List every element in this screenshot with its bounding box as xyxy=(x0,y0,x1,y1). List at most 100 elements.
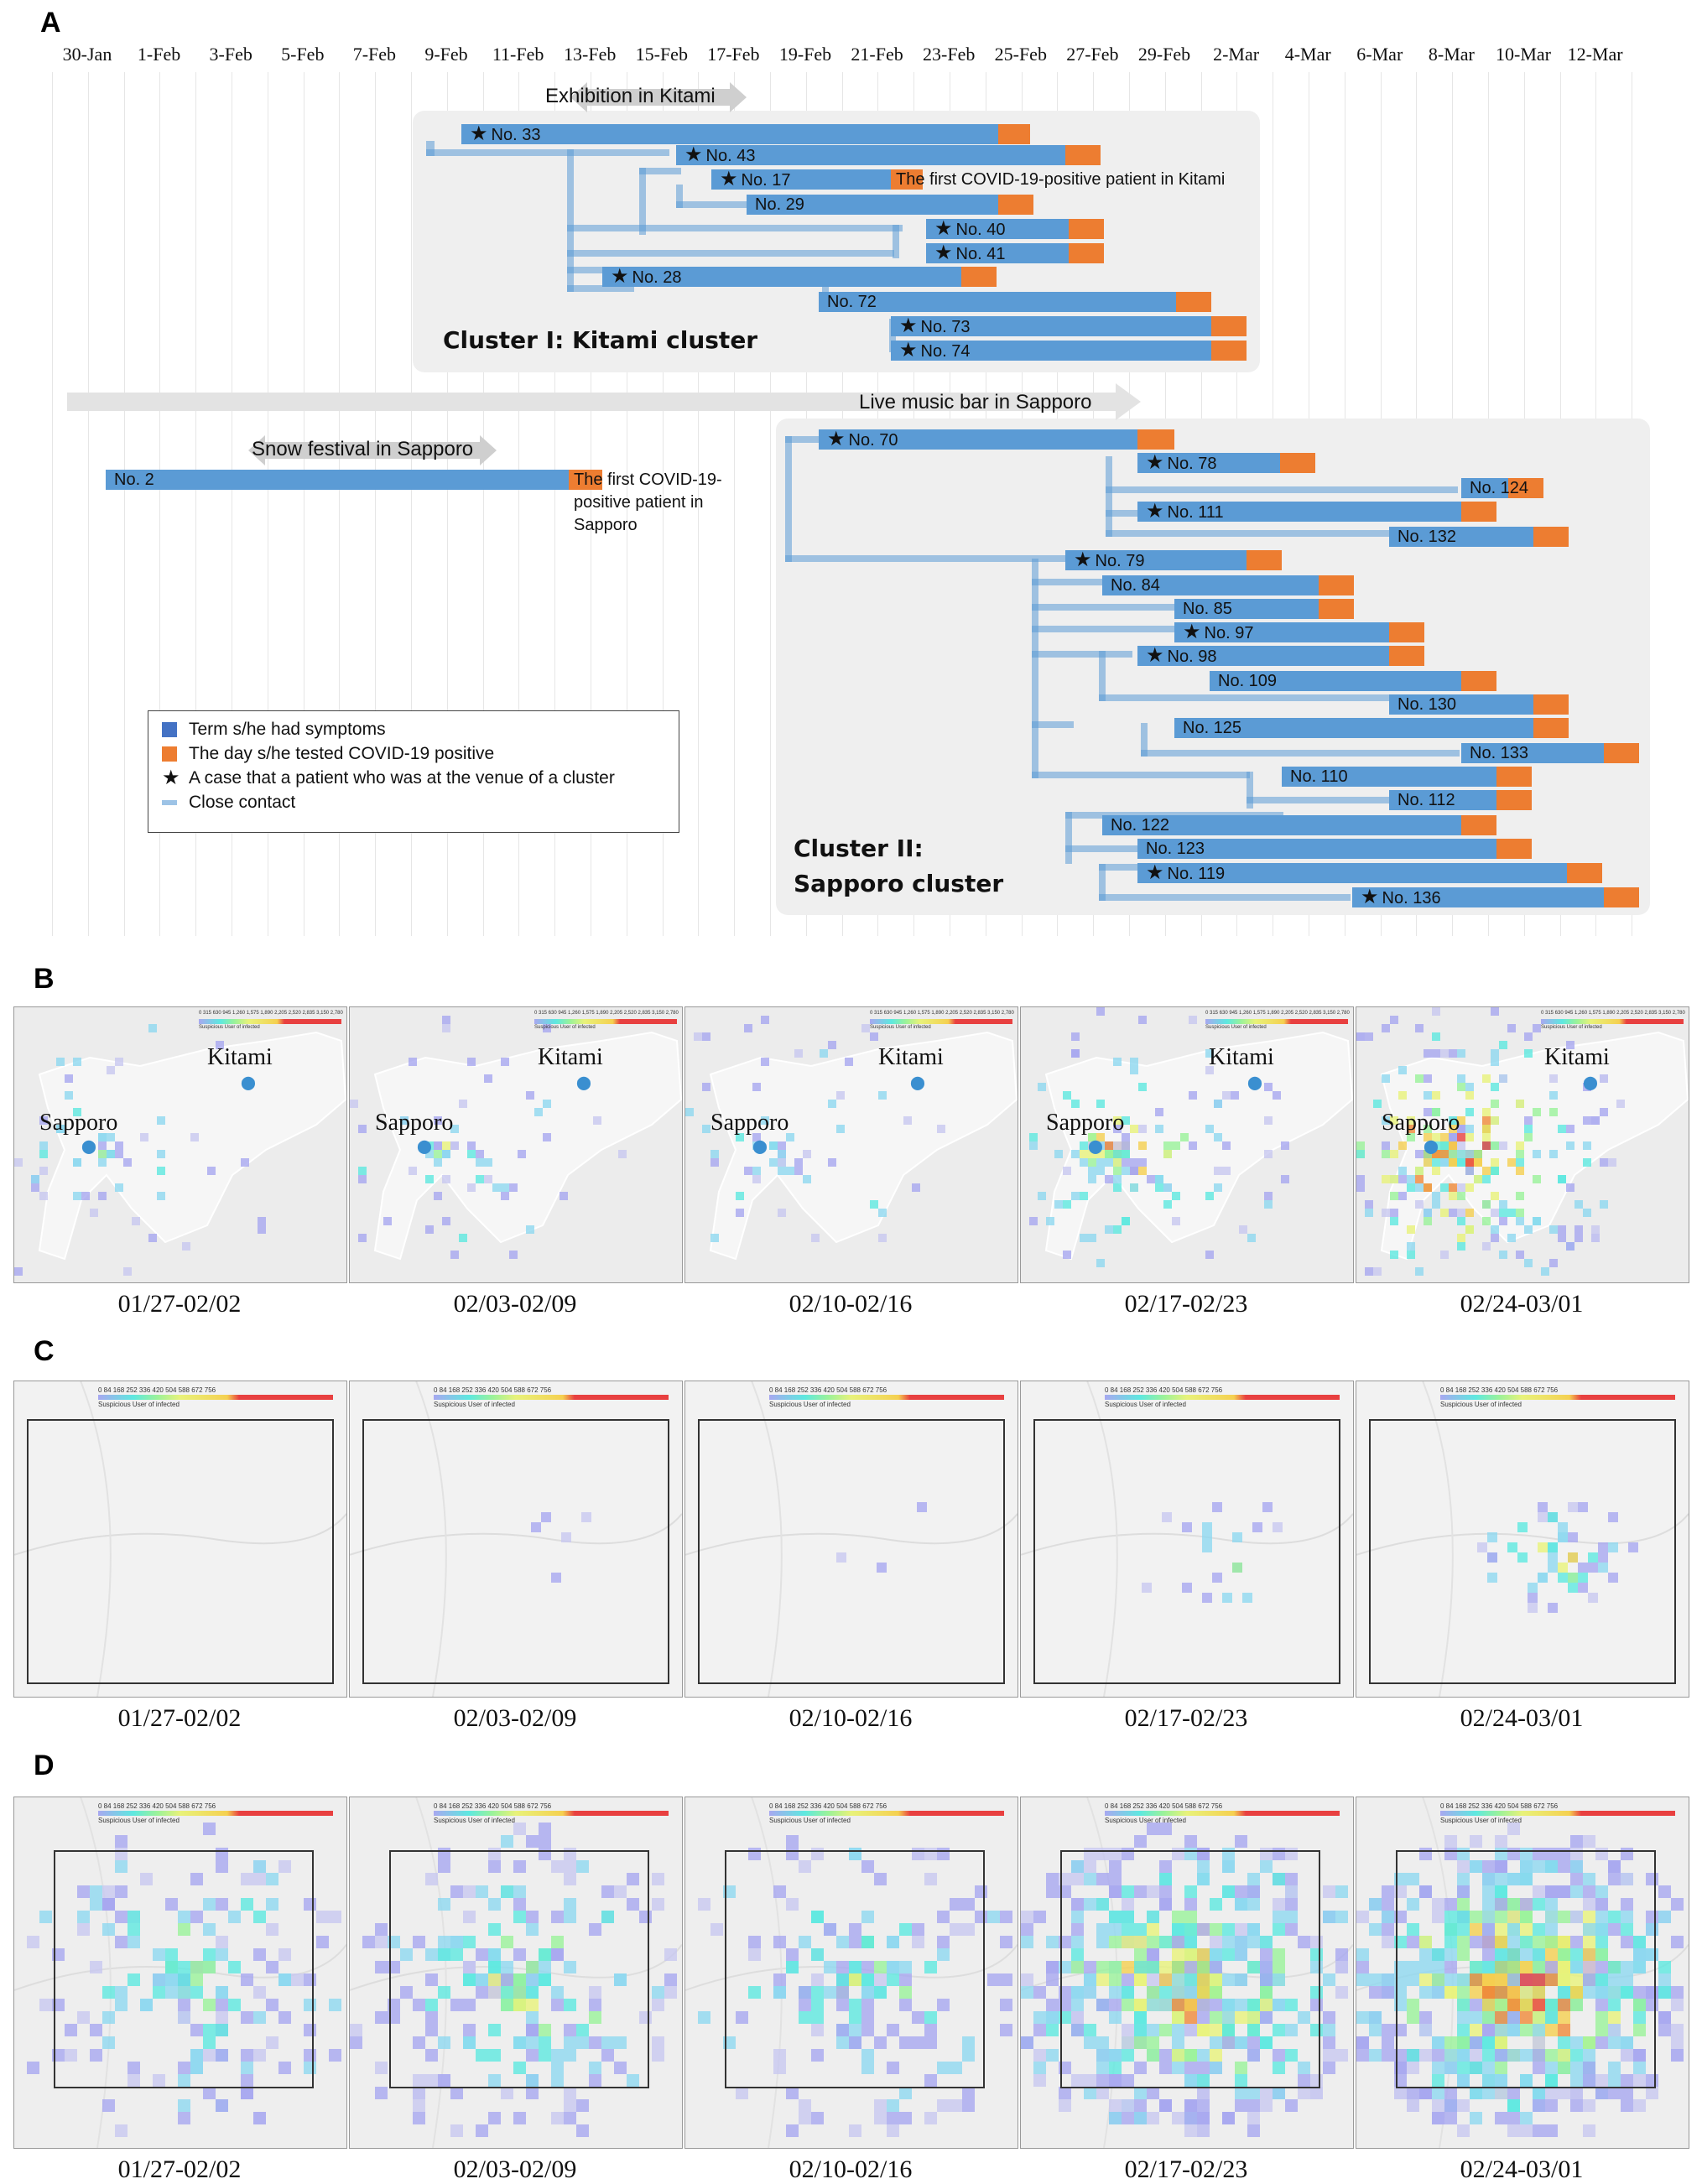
heat-scale-caption: Suspicious User of infected xyxy=(199,1025,260,1030)
positive-test-mark xyxy=(1211,341,1247,361)
star-icon: ★ xyxy=(1361,886,1379,908)
heat-scale-caption: Suspicious User of infected xyxy=(1105,1817,1186,1824)
gridline xyxy=(339,72,341,936)
legend-row-venue: ★ A case that a patient who was at the ve… xyxy=(162,767,615,790)
date-tick: 7-Feb xyxy=(352,44,397,65)
symptom-bar xyxy=(1389,694,1533,715)
case-id: No. 110 xyxy=(1290,767,1348,786)
case-label: ★ No. 111 xyxy=(1146,500,1224,523)
heatmap-svg xyxy=(350,1381,682,1697)
symptom-bar xyxy=(461,124,998,144)
live-bar-label: Live music bar in Sapporo xyxy=(859,391,1092,413)
legend-text-symptoms: Term s/he had symptoms xyxy=(189,720,386,739)
heat-scale-caption: Suspicious User of infected xyxy=(1541,1025,1602,1030)
positive-test-mark xyxy=(1533,527,1569,547)
symptom-bar xyxy=(819,429,1137,450)
symptom-bar xyxy=(1137,453,1280,473)
symptom-bar xyxy=(676,145,1065,165)
heat-scale-caption: Suspicious User of infected xyxy=(769,1401,851,1408)
heatmap-svg xyxy=(350,1016,682,1261)
period-caption: 02/10-02/16 xyxy=(789,2155,913,2183)
positive-test-mark xyxy=(1496,790,1532,810)
map-pin-icon: ⬤ xyxy=(910,1076,925,1090)
symptom-bar xyxy=(711,169,891,190)
heatmap-svg xyxy=(685,1381,1018,1697)
case-label: ★ No. 119 xyxy=(1146,863,1226,884)
heat-scale-bar xyxy=(870,1019,1012,1024)
symptom-bar xyxy=(1065,550,1247,570)
positive-test-mark xyxy=(1319,599,1354,619)
heatmap-svg xyxy=(1356,1007,1689,1276)
symptom-bar xyxy=(1174,599,1319,619)
heat-scale-caption: Suspicious User of infected xyxy=(1440,1817,1522,1824)
gridline xyxy=(195,72,197,936)
heat-scale-bar xyxy=(1440,1395,1675,1400)
date-tick: 6-Mar xyxy=(1356,44,1403,65)
case-label: ★ No. 33 xyxy=(470,124,540,145)
case-label: ★ No. 17 xyxy=(720,169,790,190)
positive-test-mark xyxy=(1069,243,1104,263)
period-caption: 02/24-03/01 xyxy=(1460,1290,1584,1318)
gridline xyxy=(411,72,412,936)
gridline xyxy=(734,72,736,936)
case-label: No. 29 xyxy=(755,195,804,215)
city-label-sapporo: Sapporo xyxy=(39,1110,118,1136)
heat-scale-numbers: 0 84 168 252 336 420 504 588 672 756 xyxy=(769,1386,887,1394)
positive-test-mark xyxy=(998,195,1033,215)
symptom-bar xyxy=(602,267,961,287)
legend-row-symptoms: Term s/he had symptoms xyxy=(162,718,386,741)
symptom-bar xyxy=(1210,671,1461,691)
case-id: No. 123 xyxy=(1146,840,1205,858)
heat-scale-bar xyxy=(769,1395,1004,1400)
heat-scale-caption: Suspicious User of infected xyxy=(434,1401,515,1408)
heatmap-svg xyxy=(1356,1797,1689,2148)
panel-label-b: B xyxy=(34,963,55,995)
map-pin-icon: ⬤ xyxy=(1583,1076,1598,1090)
map-b-4: 0 315 630 945 1,260 1,575 1,890 2,205 2,… xyxy=(1356,1006,1689,1283)
case-label: No. 109 xyxy=(1218,671,1277,691)
case-label: ★ No. 79 xyxy=(1074,550,1144,571)
period-caption: 02/03-02/09 xyxy=(453,1704,577,1732)
heatmap-svg xyxy=(14,1381,346,1697)
map-c-3: 0 84 168 252 336 420 504 588 672 756 Susp… xyxy=(1020,1381,1354,1698)
case-label: No. 123 xyxy=(1146,839,1205,859)
symptom-bar xyxy=(1137,646,1389,666)
note-first-sapporo-line1: The first COVID-19- xyxy=(574,471,722,489)
date-tick: 10-Mar xyxy=(1496,44,1551,65)
date-tick: 19-Feb xyxy=(778,44,832,65)
date-tick: 15-Feb xyxy=(635,44,688,65)
case-label: No. 112 xyxy=(1398,790,1455,810)
heat-scale-numbers: 0 84 168 252 336 420 504 588 672 756 xyxy=(1440,1386,1559,1394)
date-tick: 27-Feb xyxy=(1066,44,1119,65)
date-tick: 5-Feb xyxy=(281,44,325,65)
legend-text-positive: The day s/he tested COVID-19 positive xyxy=(189,744,495,763)
heat-scale-numbers: 0 315 630 945 1,260 1,575 1,890 2,205 2,… xyxy=(199,1011,343,1016)
legend-text-venue: A case that a patient who was at the ven… xyxy=(189,768,615,788)
star-icon: ★ xyxy=(1146,500,1164,523)
map-b-3: 0 315 630 945 1,260 1,575 1,890 2,205 2,… xyxy=(1020,1006,1354,1283)
case-id: No. 2 xyxy=(114,471,154,489)
map-b-2: 0 315 630 945 1,260 1,575 1,890 2,205 2,… xyxy=(684,1006,1018,1283)
case-id: No. 119 xyxy=(1167,865,1226,883)
map-pin-icon: ⬤ xyxy=(752,1140,768,1154)
case-id: No. 74 xyxy=(920,342,971,361)
star-icon: ★ xyxy=(1146,644,1164,667)
map-b-0: 0 315 630 945 1,260 1,575 1,890 2,205 2,… xyxy=(13,1006,347,1283)
map-pin-icon: ⬤ xyxy=(1247,1076,1262,1090)
case-label: No. 110 xyxy=(1290,767,1348,787)
case-id: No. 130 xyxy=(1398,695,1457,714)
symptom-bar xyxy=(1282,767,1496,787)
case-label: ★ No. 40 xyxy=(934,219,1005,240)
map-c-0: 0 84 168 252 336 420 504 588 672 756 Susp… xyxy=(13,1381,347,1698)
city-label-sapporo: Sapporo xyxy=(375,1110,454,1136)
heat-scale-caption: Suspicious User of infected xyxy=(769,1817,851,1824)
heat-scale-numbers: 0 315 630 945 1,260 1,575 1,890 2,205 2,… xyxy=(870,1011,1014,1016)
case-id: No. 133 xyxy=(1470,744,1529,762)
gridline xyxy=(554,72,556,936)
star-icon: ★ xyxy=(899,339,918,361)
case-id: No. 98 xyxy=(1167,647,1217,666)
case-id: No. 17 xyxy=(741,171,791,190)
case-label: No. 85 xyxy=(1183,599,1232,619)
star-icon: ★ xyxy=(611,265,629,288)
heatmap-svg xyxy=(350,1797,682,2148)
